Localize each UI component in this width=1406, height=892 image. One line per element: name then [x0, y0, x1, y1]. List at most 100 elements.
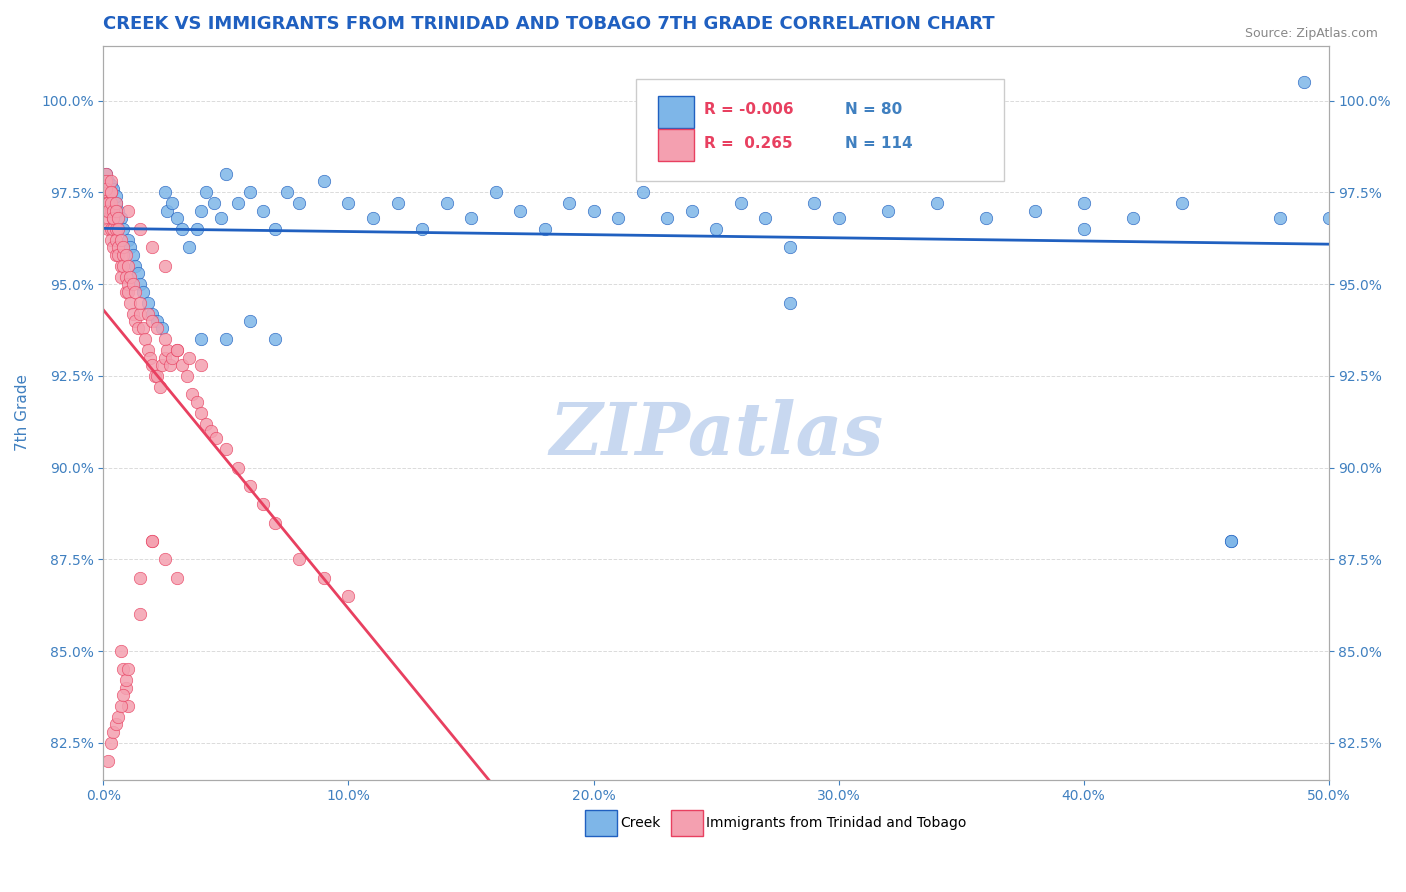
Point: [149, 380, 172, 394]
Y-axis label: 7th Grade: 7th Grade: [15, 374, 30, 451]
Point: [103, 211, 125, 226]
Point: [94, 182, 117, 196]
Point: [827, 211, 849, 226]
Point: [200, 424, 222, 438]
Point: [104, 189, 127, 203]
Point: [146, 314, 169, 328]
Point: [117, 662, 139, 676]
Point: [1170, 196, 1192, 211]
Point: [190, 332, 212, 346]
Point: [120, 269, 142, 284]
Point: [110, 259, 132, 273]
Point: [107, 710, 129, 724]
Text: N = 80: N = 80: [845, 102, 903, 117]
Point: [114, 248, 136, 262]
Point: [100, 186, 122, 200]
Point: [1317, 211, 1340, 226]
Point: [276, 186, 298, 200]
Point: [129, 295, 152, 310]
Point: [1268, 211, 1291, 226]
Point: [215, 167, 238, 181]
Text: CREEK VS IMMIGRANTS FROM TRINIDAD AND TOBAGO 7TH GRADE CORRELATION CHART: CREEK VS IMMIGRANTS FROM TRINIDAD AND TO…: [104, 15, 995, 33]
Point: [190, 358, 212, 372]
Point: [264, 332, 287, 346]
FancyBboxPatch shape: [671, 810, 703, 836]
Text: Source: ZipAtlas.com: Source: ZipAtlas.com: [1244, 27, 1378, 40]
Point: [312, 571, 335, 585]
Point: [129, 571, 152, 585]
Point: [146, 368, 169, 383]
Point: [97, 196, 120, 211]
Point: [129, 277, 152, 292]
Point: [112, 259, 135, 273]
Point: [117, 699, 139, 714]
Point: [97, 222, 120, 236]
Point: [110, 211, 132, 226]
Point: [141, 358, 163, 372]
Point: [607, 211, 630, 226]
Point: [1073, 196, 1095, 211]
Point: [94, 186, 117, 200]
Point: [117, 285, 139, 299]
Point: [124, 259, 146, 273]
Point: [121, 306, 143, 320]
Point: [202, 196, 225, 211]
Point: [166, 343, 188, 358]
Point: [803, 196, 825, 211]
Point: [337, 589, 360, 603]
Point: [103, 203, 125, 218]
Point: [114, 269, 136, 284]
Point: [681, 203, 703, 218]
Point: [558, 196, 581, 211]
Point: [120, 240, 142, 254]
Point: [156, 343, 179, 358]
Point: [252, 497, 274, 511]
Point: [100, 178, 122, 193]
Point: [1294, 75, 1316, 89]
Text: R = -0.006: R = -0.006: [704, 102, 793, 117]
Point: [110, 699, 132, 714]
Point: [104, 203, 127, 218]
Point: [121, 248, 143, 262]
Point: [97, 211, 120, 226]
Point: [112, 240, 135, 254]
Point: [153, 332, 176, 346]
Point: [146, 321, 169, 335]
FancyBboxPatch shape: [585, 810, 617, 836]
Point: [117, 277, 139, 292]
Point: [141, 240, 163, 254]
Point: [239, 314, 262, 328]
Point: [120, 295, 142, 310]
Point: [156, 203, 179, 218]
Point: [925, 196, 948, 211]
Point: [114, 285, 136, 299]
Point: [876, 203, 898, 218]
Point: [114, 673, 136, 688]
Point: [100, 186, 122, 200]
Point: [582, 203, 605, 218]
Point: [134, 332, 156, 346]
Point: [107, 240, 129, 254]
Point: [950, 167, 973, 181]
Point: [215, 332, 238, 346]
Point: [117, 233, 139, 247]
Text: ZIPatlas: ZIPatlas: [548, 399, 883, 470]
Point: [141, 314, 163, 328]
Point: [170, 222, 193, 236]
Point: [97, 196, 120, 211]
Point: [974, 211, 997, 226]
Point: [114, 681, 136, 695]
Point: [94, 203, 117, 218]
Point: [100, 174, 122, 188]
Point: [509, 203, 531, 218]
Point: [129, 306, 152, 320]
Point: [180, 387, 202, 401]
Point: [127, 321, 149, 335]
Point: [166, 571, 188, 585]
Point: [754, 211, 776, 226]
Point: [110, 233, 132, 247]
Point: [100, 186, 122, 200]
Point: [104, 222, 127, 236]
Point: [104, 233, 127, 247]
Point: [112, 662, 135, 676]
